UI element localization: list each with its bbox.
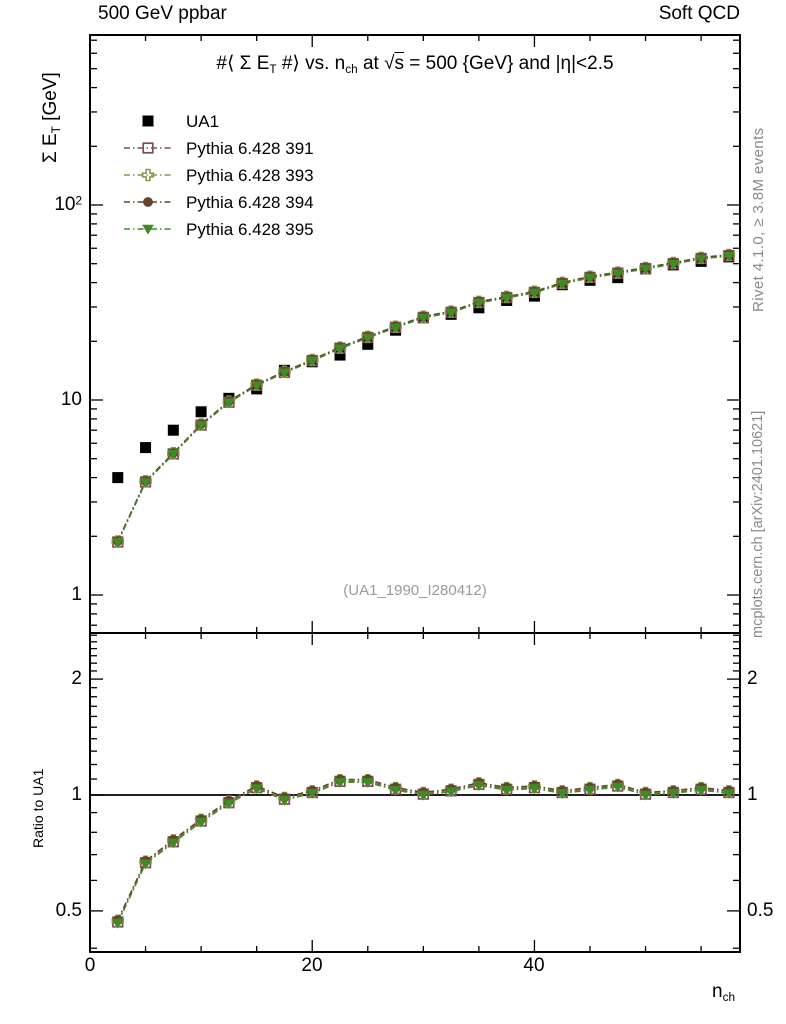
title-subscript-T: T	[269, 63, 277, 77]
legend-label-pythia-391: Pythia 6.428 391	[186, 139, 314, 158]
legend-label-pythia-394: Pythia 6.428 394	[186, 193, 314, 212]
title-part: = 500 {GeV} and |η|<2.5	[404, 53, 614, 74]
legend-marker-pythia-391	[122, 140, 174, 156]
legend-marker-pythia-394	[122, 194, 174, 210]
ratio-tick-label-1-right: 1	[747, 784, 758, 805]
analysis-id-watermark: (UA1_1990_I280412)	[343, 582, 487, 599]
legend-glyph	[142, 115, 154, 127]
ratio-tick-label-2-left: 2	[71, 668, 82, 689]
legend-label-pythia-395: Pythia 6.428 395	[186, 220, 314, 239]
ratio-tick-label-05-left: 0.5	[55, 900, 82, 921]
ratio-tick-label-05-right: 0.5	[747, 900, 774, 921]
x-tick-label-40: 40	[523, 955, 545, 976]
y-tick-label-1: 1	[71, 584, 82, 605]
x-axis-title-subscript: ch	[722, 991, 736, 1005]
legend-glyph	[124, 168, 172, 182]
header-process-label: Soft QCD	[658, 3, 740, 24]
series-ua1	[112, 251, 735, 484]
title-part: at √	[357, 53, 395, 74]
legend-marker-ua1	[122, 113, 174, 129]
legend-marker-pythia-393	[122, 167, 174, 183]
legend-marker-pythia-395	[122, 221, 174, 237]
y-tick-label-100: 102	[54, 194, 82, 215]
series-pythia-6-428-395	[111, 251, 735, 929]
legend-glyph	[124, 142, 172, 154]
ratio-panel-frame	[89, 632, 741, 953]
plot-title: #⟨ Σ ET #⟩ vs. nch at √s = 500 {GeV} and…	[90, 52, 740, 76]
title-subscript-ch: ch	[345, 63, 358, 77]
x-axis-title-part: n	[712, 981, 723, 1002]
rivet-version-note: Rivet 4.1.0, ≥ 3.8M events	[750, 127, 767, 312]
x-tick-label-0: 0	[84, 955, 96, 976]
y-axis-title-part: Σ E	[40, 133, 61, 163]
ratio-tick-label-2-right: 2	[747, 668, 758, 689]
legend-glyph	[124, 224, 172, 235]
ratio-axis-title: Ratio to UA1	[30, 768, 46, 848]
y-axis-title: Σ ET [GeV]	[40, 72, 63, 163]
mcplots-reference-note: mcplots.cern.ch [arXiv:2401.10621]	[750, 410, 766, 638]
legend-label-ua1: UA1	[186, 112, 220, 131]
title-part: #⟩ vs. n	[276, 53, 346, 74]
header-beam-label: 500 GeV ppbar	[98, 3, 227, 24]
legend-glyph	[124, 197, 172, 207]
y-axis-title-subscript: T	[50, 126, 64, 134]
title-sqrt-s: s	[394, 53, 405, 74]
title-part: #⟨ Σ E	[216, 53, 270, 74]
legend-label-pythia-393: Pythia 6.428 393	[186, 166, 314, 185]
y-axis-title-part: [GeV]	[40, 72, 61, 127]
x-axis-title: nch	[712, 981, 735, 1004]
y-tick-label-10: 10	[60, 389, 82, 410]
ratio-tick-label-1-left: 1	[71, 784, 82, 805]
x-tick-label-20: 20	[301, 955, 323, 976]
